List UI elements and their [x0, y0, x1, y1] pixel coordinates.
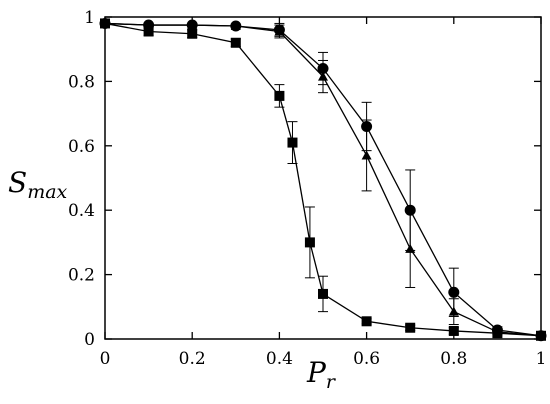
series-square	[100, 18, 546, 341]
y-tick-label: 0	[84, 330, 95, 350]
data-point-square	[405, 322, 416, 333]
y-axis-label-sub: max	[27, 181, 67, 203]
x-tick-label: 0	[100, 349, 111, 369]
data-point-triangle	[405, 243, 416, 253]
data-point-triangle	[361, 150, 372, 160]
data-point-triangle	[143, 20, 154, 30]
axes-layer: 0 0.2 0.4 0.6 0.8 1 0 0.2 0.4 0.6 0.8 1	[68, 8, 546, 369]
data-point-square	[274, 90, 285, 101]
x-tick-label: 0.4	[266, 349, 293, 369]
data-point-square	[287, 137, 298, 148]
y-tick-label: 0.6	[68, 137, 95, 157]
y-axis-label-main: S	[8, 166, 27, 199]
y-tick-label: 1	[84, 8, 95, 28]
x-axis-label-sub: r	[326, 371, 337, 393]
data-point-square	[230, 37, 241, 48]
data-point-triangle	[448, 306, 459, 316]
data-point-square	[361, 316, 372, 327]
y-tick-label: 0.2	[68, 266, 95, 286]
data-point-square	[448, 325, 459, 336]
x-tick-label: 1	[536, 349, 547, 369]
data-point-square	[304, 237, 315, 248]
plot-layer	[99, 17, 547, 342]
x-axis-label: Pr	[306, 356, 337, 393]
data-point-triangle	[318, 71, 328, 81]
x-tick-label: 0.2	[179, 349, 206, 369]
data-point-square	[318, 288, 328, 299]
data-point-square	[187, 28, 198, 39]
data-point-triangle	[274, 26, 285, 36]
data-point-square	[143, 26, 154, 37]
data-point-triangle	[187, 20, 198, 30]
x-tick-label: 0.6	[353, 349, 380, 369]
data-point-circle	[448, 286, 460, 298]
x-axis-label-main: P	[306, 356, 327, 389]
y-tick-label: 0.4	[68, 201, 95, 221]
y-axis-label: Smax	[8, 166, 68, 203]
y-tick-label: 0.8	[68, 72, 95, 92]
plot-frame	[104, 16, 542, 340]
x-tick-label: 0.8	[440, 349, 467, 369]
data-point-triangle	[492, 326, 503, 336]
data-point-triangle	[230, 21, 241, 31]
